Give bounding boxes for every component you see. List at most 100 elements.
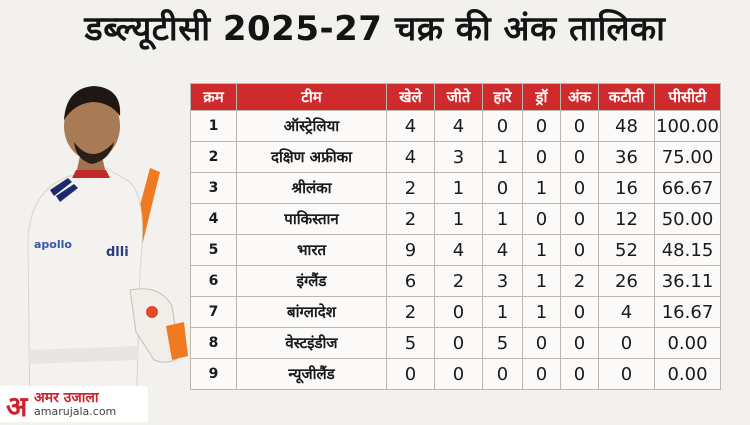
won-cell: 1 (434, 203, 483, 235)
won-cell: 0 (434, 296, 483, 328)
header-played: खेले (386, 83, 435, 111)
lost-cell: 1 (482, 203, 523, 235)
pct-cell: 36.11 (654, 265, 721, 297)
won-cell: 4 (434, 110, 483, 142)
deduction-cell: 4 (598, 296, 655, 328)
team-cell: इंग्लैंड (236, 265, 387, 297)
rank-cell: 3 (190, 172, 237, 204)
played-cell: 0 (386, 358, 435, 390)
lost-cell: 0 (482, 110, 523, 142)
header-team: टीम (236, 83, 387, 111)
lost-cell: 0 (482, 172, 523, 204)
lost-cell: 3 (482, 265, 523, 297)
draw-cell: 1 (522, 172, 561, 204)
header-points: अंक (560, 83, 599, 111)
header-deduction: कटौती (598, 83, 655, 111)
header-draw: ड्रॉ (522, 83, 561, 111)
team-cell: न्यूजीलैंड (236, 358, 387, 390)
played-cell: 2 (386, 203, 435, 235)
rank-cell: 5 (190, 234, 237, 266)
deduction-cell: 36 (598, 141, 655, 173)
played-cell: 2 (386, 172, 435, 204)
pct-cell: 0.00 (654, 327, 721, 359)
points-cell: 0 (560, 172, 599, 204)
table-row: 6 इंग्लैंड 6 2 3 1 2 26 36.11 (190, 265, 721, 297)
table-row: 9 न्यूजीलैंड 0 0 0 0 0 0 0.00 (190, 358, 721, 390)
rank-cell: 6 (190, 265, 237, 297)
header-rank: क्रम (190, 83, 237, 111)
lost-cell: 5 (482, 327, 523, 359)
played-cell: 4 (386, 141, 435, 173)
team-cell: भारत (236, 234, 387, 266)
svg-text:apollo: apollo (34, 238, 72, 251)
deduction-cell: 16 (598, 172, 655, 204)
header-won: जीते (434, 83, 483, 111)
points-cell: 2 (560, 265, 599, 297)
pct-cell: 48.15 (654, 234, 721, 266)
logo-url: amarujala.com (34, 405, 117, 418)
points-cell: 0 (560, 296, 599, 328)
deduction-cell: 52 (598, 234, 655, 266)
points-cell: 0 (560, 110, 599, 142)
logo-mark: अ (6, 390, 28, 423)
logo-brand: अमर उजाला (34, 390, 99, 406)
deduction-cell: 26 (598, 265, 655, 297)
draw-cell: 0 (522, 141, 561, 173)
draw-cell: 1 (522, 296, 561, 328)
table-row: 2 दक्षिण अफ्रीका 4 3 1 0 0 36 75.00 (190, 141, 721, 173)
won-cell: 4 (434, 234, 483, 266)
table-row: 5 भारत 9 4 4 1 0 52 48.15 (190, 234, 721, 266)
rank-cell: 8 (190, 327, 237, 359)
points-cell: 0 (560, 358, 599, 390)
won-cell: 0 (434, 358, 483, 390)
draw-cell: 0 (522, 358, 561, 390)
team-cell: दक्षिण अफ्रीका (236, 141, 387, 173)
points-cell: 0 (560, 234, 599, 266)
rank-cell: 2 (190, 141, 237, 173)
draw-cell: 0 (522, 327, 561, 359)
rank-cell: 9 (190, 358, 237, 390)
points-cell: 0 (560, 141, 599, 173)
pct-cell: 50.00 (654, 203, 721, 235)
lost-cell: 1 (482, 141, 523, 173)
lost-cell: 4 (482, 234, 523, 266)
amar-ujala-logo-icon: अ अमर उजाला amarujala.com (0, 386, 148, 423)
table-row: 7 बांग्लादेश 2 0 1 1 0 4 16.67 (190, 296, 721, 328)
deduction-cell: 12 (598, 203, 655, 235)
played-cell: 4 (386, 110, 435, 142)
played-cell: 6 (386, 265, 435, 297)
points-cell: 0 (560, 203, 599, 235)
pct-cell: 0.00 (654, 358, 721, 390)
won-cell: 2 (434, 265, 483, 297)
rank-cell: 7 (190, 296, 237, 328)
points-table: क्रम टीम खेले जीते हारे ड्रॉ अंक कटौती प… (190, 83, 721, 390)
table-header-row: क्रम टीम खेले जीते हारे ड्रॉ अंक कटौती प… (190, 83, 721, 111)
header-pct: पीसीटी (654, 83, 721, 111)
rank-cell: 4 (190, 203, 237, 235)
lost-cell: 1 (482, 296, 523, 328)
deduction-cell: 0 (598, 358, 655, 390)
draw-cell: 0 (522, 110, 561, 142)
team-cell: वेस्टइंडीज (236, 327, 387, 359)
won-cell: 3 (434, 141, 483, 173)
deduction-cell: 48 (598, 110, 655, 142)
rank-cell: 1 (190, 110, 237, 142)
team-cell: बांग्लादेश (236, 296, 387, 328)
table-row: 4 पाकिस्तान 2 1 1 0 0 12 50.00 (190, 203, 721, 235)
played-cell: 9 (386, 234, 435, 266)
page-title: डब्ल्यूटीसी 2025-27 चक्र की अंक तालिका (84, 9, 666, 49)
team-cell: श्रीलंका (236, 172, 387, 204)
pct-cell: 66.67 (654, 172, 721, 204)
draw-cell: 1 (522, 234, 561, 266)
team-cell: पाकिस्तान (236, 203, 387, 235)
played-cell: 5 (386, 327, 435, 359)
won-cell: 0 (434, 327, 483, 359)
deduction-cell: 0 (598, 327, 655, 359)
won-cell: 1 (434, 172, 483, 204)
pct-cell: 75.00 (654, 141, 721, 173)
pct-cell: 16.67 (654, 296, 721, 328)
draw-cell: 1 (522, 265, 561, 297)
svg-text:dlli: dlli (106, 245, 129, 260)
team-cell: ऑस्ट्रेलिया (236, 110, 387, 142)
table-row: 1 ऑस्ट्रेलिया 4 4 0 0 0 48 100.00 (190, 110, 721, 142)
